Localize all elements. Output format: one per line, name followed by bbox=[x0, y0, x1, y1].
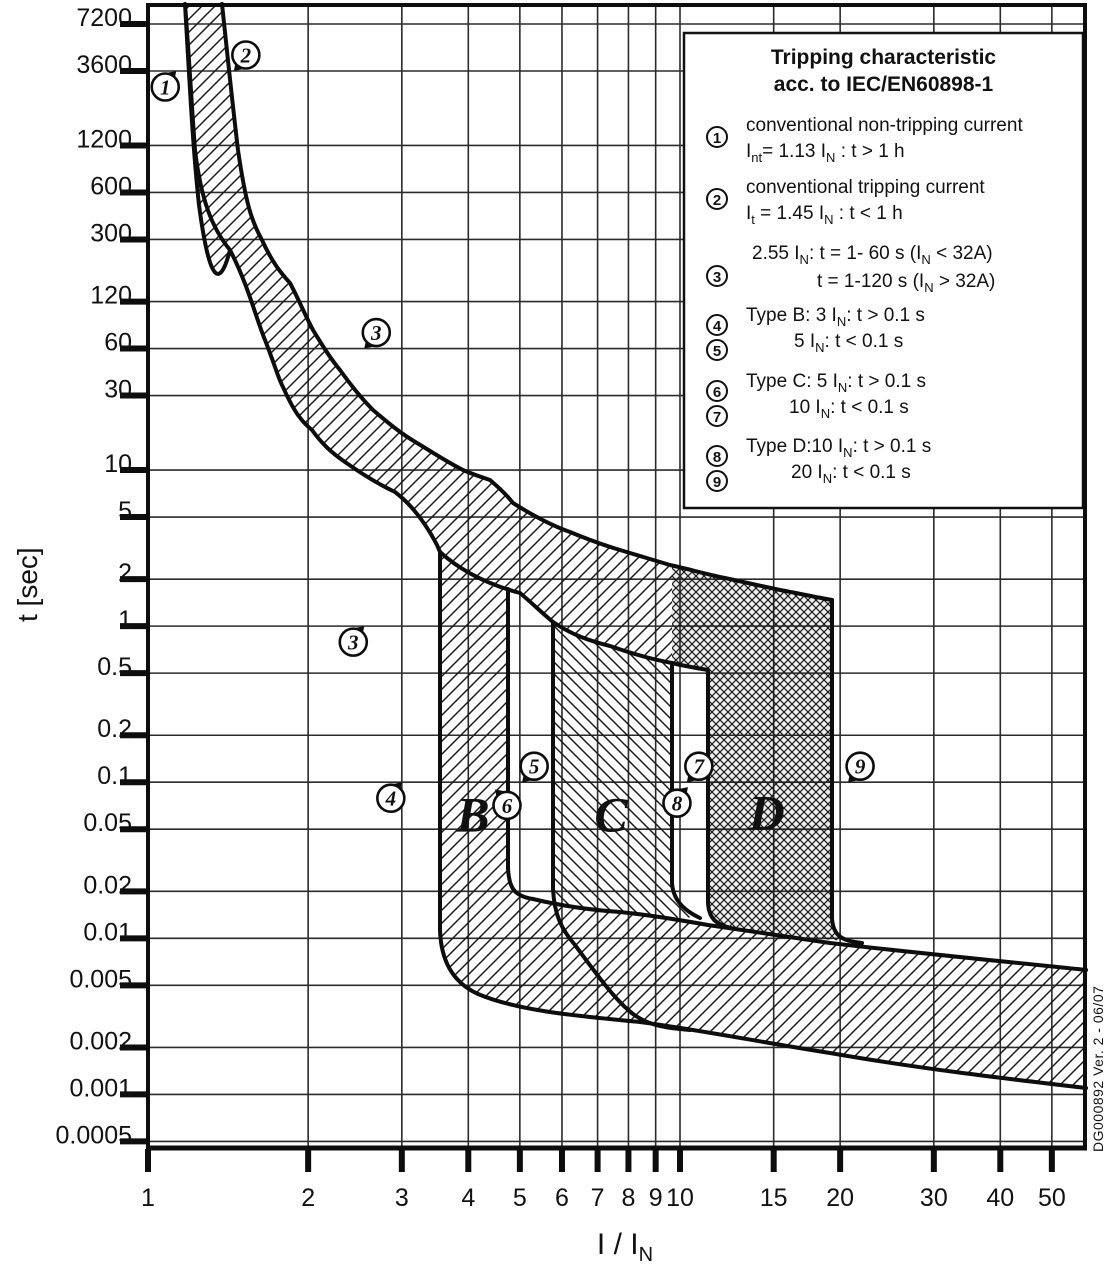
marker-circle bbox=[361, 317, 392, 348]
y-tick-label: 0.01 bbox=[83, 918, 132, 946]
y-tick-label: 10 bbox=[104, 450, 132, 478]
marker-flag-2: 2 bbox=[231, 40, 261, 71]
marker-flag-5: 5 bbox=[519, 751, 549, 783]
x-tick-label: 50 bbox=[1038, 1184, 1066, 1212]
marker-circle bbox=[684, 751, 714, 782]
y-axis-title: t [sec] bbox=[12, 547, 43, 622]
legend-box bbox=[682, 31, 1085, 510]
x-tick-label: 1 bbox=[141, 1184, 155, 1212]
y-tick-label: 0.1 bbox=[97, 762, 132, 790]
type-b-upper-boundary bbox=[506, 587, 1088, 972]
type-d-lower-boundary bbox=[706, 668, 737, 931]
marker-digit: 7 bbox=[694, 755, 706, 779]
marker-flag-8: 8 bbox=[662, 787, 692, 818]
y-tick-label: 0.0005 bbox=[56, 1121, 132, 1149]
type-letter-d: D bbox=[748, 784, 785, 840]
y-tick-label: 0.001 bbox=[69, 1074, 132, 1102]
marker-digit: 4 bbox=[385, 787, 397, 811]
marker-digit: 3 bbox=[347, 631, 359, 655]
y-tick-label: 0.005 bbox=[69, 965, 132, 993]
x-tick-label: 10 bbox=[666, 1184, 694, 1212]
x-tick-label: 9 bbox=[649, 1184, 663, 1212]
type-c-upper-boundary bbox=[670, 661, 702, 920]
x-tick-label: 8 bbox=[621, 1184, 635, 1212]
y-tick-label: 0.5 bbox=[97, 653, 132, 681]
marker-circle bbox=[519, 751, 549, 782]
x-tick-label: 7 bbox=[591, 1184, 605, 1212]
marker-flag-3: 3 bbox=[338, 626, 369, 657]
y-tick-label: 0.05 bbox=[83, 809, 132, 837]
marker-flag-1: 1 bbox=[150, 70, 181, 102]
marker-circle bbox=[492, 790, 522, 821]
y-tick-label: 1200 bbox=[76, 125, 132, 153]
x-tick-label: 6 bbox=[555, 1184, 569, 1212]
marker-digit: 9 bbox=[855, 755, 866, 779]
x-tick-label: 15 bbox=[760, 1184, 788, 1212]
y-tick-label: 1 bbox=[118, 606, 132, 634]
marker-circle bbox=[231, 40, 261, 70]
thermal-band bbox=[185, 4, 672, 663]
x-axis-title: I / IN bbox=[596, 1228, 654, 1266]
marker-digit: 5 bbox=[529, 755, 540, 779]
type-d-band bbox=[672, 565, 856, 941]
y-tick-label: 60 bbox=[104, 329, 132, 357]
type-letter-b: B bbox=[455, 787, 489, 843]
band-boundaries bbox=[183, 2, 1088, 1090]
axes-spines bbox=[146, 3, 1087, 1151]
y-tick-label: 0.02 bbox=[83, 871, 132, 899]
x-tick-label: 5 bbox=[513, 1184, 527, 1212]
marker-flag-7: 7 bbox=[684, 751, 714, 783]
marker-circle bbox=[150, 72, 181, 102]
y-tick-label: 0.2 bbox=[97, 715, 132, 743]
marker-circle bbox=[662, 788, 692, 818]
y-tick-label: 2 bbox=[118, 559, 132, 587]
type-letter-c: C bbox=[594, 787, 628, 843]
marker-digit: 3 bbox=[370, 321, 382, 345]
x-tick-label: 3 bbox=[395, 1184, 409, 1212]
marker-circle bbox=[845, 751, 875, 782]
x-tick-label: 30 bbox=[920, 1184, 948, 1212]
y-tick-label: 3600 bbox=[76, 51, 132, 79]
x-tick-label: 2 bbox=[301, 1184, 315, 1212]
y-tick-label: 0.002 bbox=[69, 1027, 132, 1055]
thermal-upper-curve bbox=[220, 2, 834, 602]
doc-ref-vertical-text: DG000892 Ver. 2 - 06/07 bbox=[1090, 985, 1106, 1152]
thermal-lower-curve bbox=[183, 2, 710, 672]
type-d-upper-boundary bbox=[830, 598, 864, 945]
type-letters: B C D bbox=[455, 784, 785, 842]
y-tick-label: 600 bbox=[90, 172, 132, 200]
x-tick-label: 20 bbox=[826, 1184, 854, 1212]
marker-circle bbox=[338, 627, 369, 657]
y-tick-label: 7200 bbox=[76, 4, 132, 32]
marker-flag-3: 3 bbox=[361, 317, 392, 349]
marker-flag-6: 6 bbox=[492, 789, 522, 821]
marker-flag-4: 4 bbox=[376, 782, 406, 814]
axis-ticks bbox=[120, 21, 1055, 1172]
x-tick-label: 4 bbox=[461, 1184, 475, 1212]
marker-digit: 6 bbox=[502, 794, 513, 818]
y-tick-label: 120 bbox=[90, 282, 132, 310]
axis-tick-labels: 1 2 3 4 5 6 7 8 9 10 15 20 30 40 507200360012006003001… bbox=[56, 4, 1066, 1212]
marker-digit: 8 bbox=[672, 792, 683, 816]
y-tick-label: 30 bbox=[104, 376, 132, 404]
y-tick-label: 300 bbox=[90, 219, 132, 247]
x-tick-label: 40 bbox=[986, 1184, 1014, 1212]
marker-circle bbox=[376, 783, 406, 814]
marker-flag-9: 9 bbox=[845, 751, 875, 783]
y-tick-label: 5 bbox=[118, 497, 132, 525]
type-c-lower-boundary bbox=[551, 620, 692, 1032]
marker-digit: 1 bbox=[160, 75, 171, 99]
type-c-band bbox=[553, 622, 697, 918]
marker-digit: 2 bbox=[240, 43, 252, 67]
